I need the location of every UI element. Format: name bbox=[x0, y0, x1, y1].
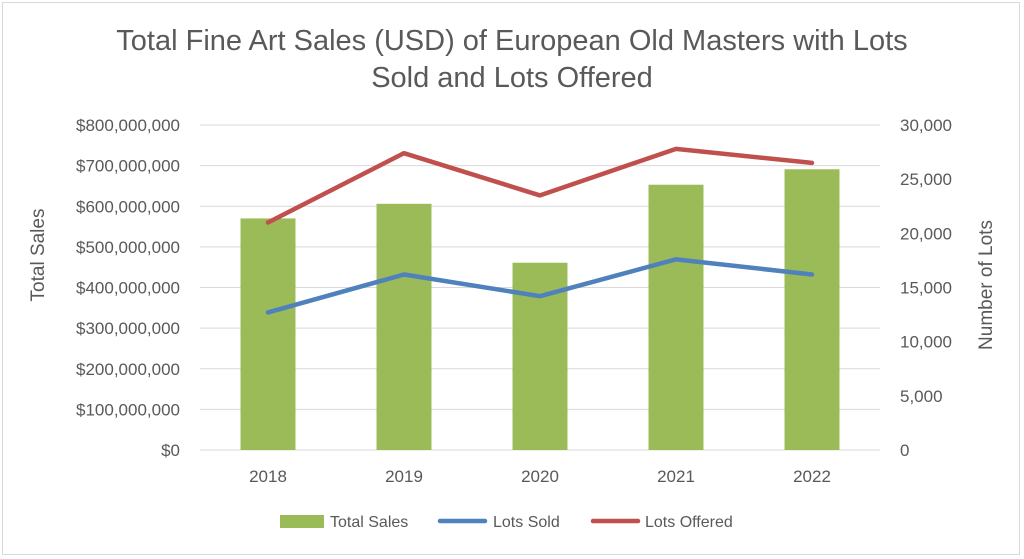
lines bbox=[265, 146, 815, 315]
left-axis-tick-label: $800,000,000 bbox=[76, 116, 180, 135]
x-axis-tick-label: 2021 bbox=[657, 467, 695, 486]
right-axis-tick-label: 15,000 bbox=[900, 279, 952, 298]
right-axis-tick-label: 0 bbox=[900, 441, 909, 460]
legend: Total Sales Lots Sold Lots Offered bbox=[280, 514, 733, 531]
left-axis-tick-label: $600,000,000 bbox=[76, 197, 180, 216]
left-axis-tick-label: $300,000,000 bbox=[76, 319, 180, 338]
left-axis-tick-label: $500,000,000 bbox=[76, 238, 180, 257]
bar-total-sales bbox=[240, 218, 296, 450]
x-axis-ticks: 2018 2019 2020 2021 2022 bbox=[249, 467, 831, 486]
legend-label-lots-offered: Lots Offered bbox=[645, 514, 733, 531]
right-axis-tick-label: 5,000 bbox=[900, 387, 943, 406]
left-axis-ticks: $0 $100,000,000 $200,000,000 $300,000,000 $4… bbox=[76, 116, 180, 460]
left-axis-tick-label: $200,000,000 bbox=[76, 360, 180, 379]
bar-total-sales bbox=[784, 169, 840, 450]
bars bbox=[240, 169, 840, 450]
left-axis-title: Total Sales bbox=[28, 209, 49, 302]
chart-title-line-1: Total Fine Art Sales (USD) of European O… bbox=[116, 25, 907, 57]
right-axis-tick-label: 30,000 bbox=[900, 116, 952, 135]
bar-total-sales bbox=[376, 203, 432, 450]
gridlines bbox=[200, 124, 880, 451]
left-axis-tick-label: $400,000,000 bbox=[76, 279, 180, 298]
left-axis-tick-label: $700,000,000 bbox=[76, 157, 180, 176]
x-axis-tick-label: 2020 bbox=[521, 467, 559, 486]
line-lots-sold bbox=[265, 257, 815, 315]
left-axis-tick-label: $0 bbox=[161, 441, 180, 460]
right-axis-tick-label: 10,000 bbox=[900, 333, 952, 352]
left-axis-tick-label: $100,000,000 bbox=[76, 400, 180, 419]
x-axis-tick-label: 2022 bbox=[793, 467, 831, 486]
line-lots-offered bbox=[265, 146, 815, 225]
x-axis-tick-label: 2019 bbox=[385, 467, 423, 486]
legend-swatch-total-sales bbox=[280, 515, 324, 528]
legend-label-total-sales: Total Sales bbox=[330, 514, 408, 531]
right-axis-title: Number of Lots bbox=[976, 220, 997, 350]
right-axis-ticks: 0 5,000 10,000 15,000 20,000 25,000 30,000 bbox=[900, 116, 952, 460]
right-axis-tick-label: 20,000 bbox=[900, 224, 952, 243]
chart-title-line-2: Sold and Lots Offered bbox=[371, 62, 653, 94]
x-axis-tick-label: 2018 bbox=[249, 467, 287, 486]
right-axis-tick-label: 25,000 bbox=[900, 170, 952, 189]
legend-label-lots-sold: Lots Sold bbox=[493, 514, 560, 531]
bar-total-sales bbox=[648, 184, 704, 450]
